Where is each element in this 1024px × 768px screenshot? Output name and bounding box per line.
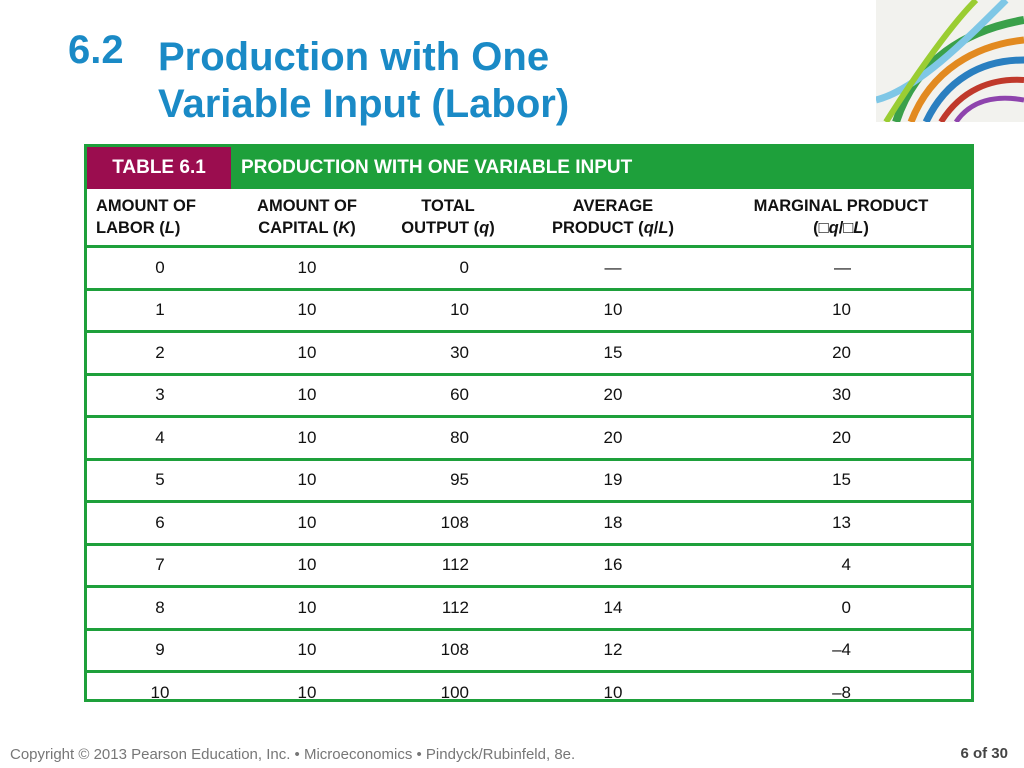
table-row: 7 10 112 16 4 [87, 546, 971, 588]
cell-labor: 4 [155, 427, 165, 447]
cell-average: 20 [603, 427, 623, 447]
cell-marginal: –8 [832, 682, 851, 702]
table-row: 5 10 95 19 15 [87, 461, 971, 503]
cell-output: 112 [441, 597, 469, 617]
table-row: 0 10 0 — — [87, 248, 971, 291]
table-row: 9 10 108 12 –4 [87, 631, 971, 673]
production-table: TABLE 6.1 PRODUCTION WITH ONE VARIABLE I… [84, 144, 974, 702]
cell-labor: 0 [155, 257, 165, 277]
decorative-cables-image [876, 0, 1024, 122]
cell-capital: 10 [297, 640, 317, 660]
cell-capital: 10 [297, 555, 317, 575]
table-header-bar: TABLE 6.1 PRODUCTION WITH ONE VARIABLE I… [87, 147, 971, 189]
cell-output: 60 [450, 385, 469, 405]
cell-average: 18 [603, 512, 623, 532]
cell-capital: 10 [297, 300, 317, 320]
cell-labor: 1 [155, 300, 165, 320]
cell-marginal: 4 [841, 555, 851, 575]
cell-labor: 7 [155, 555, 165, 575]
cell-labor: 9 [155, 640, 165, 660]
cell-output: 100 [440, 682, 469, 702]
section-number: 6.2 [68, 28, 124, 72]
cell-output: 80 [450, 427, 469, 447]
table-row: 4 10 80 20 20 [87, 418, 971, 461]
cell-marginal: 20 [832, 342, 851, 362]
column-headers: AMOUNT OF LABOR (L) AMOUNT OF CAPITAL (K) … [87, 189, 971, 248]
table-row: 10 10 100 10 –8 [87, 673, 971, 713]
cell-capital: 10 [297, 427, 317, 447]
cell-average: — [604, 257, 622, 277]
cell-marginal: 30 [832, 385, 851, 405]
table-row: 2 10 30 15 20 [87, 333, 971, 376]
cell-labor: 6 [155, 512, 165, 532]
cell-marginal: 15 [832, 470, 851, 490]
cell-average: 10 [603, 682, 623, 702]
table-row: 6 10 108 18 13 [87, 503, 971, 546]
cell-capital: 10 [297, 257, 317, 277]
cell-marginal: 13 [832, 512, 851, 532]
cell-labor: 2 [155, 342, 165, 362]
cell-marginal: 0 [841, 597, 851, 617]
cell-output: 10 [450, 300, 469, 320]
slide-title-line-1: Production with One [158, 35, 550, 79]
cell-average: 12 [603, 640, 623, 660]
cell-marginal: 10 [832, 300, 851, 320]
cell-average: 19 [603, 470, 623, 490]
cell-marginal: 20 [832, 427, 851, 447]
cell-average: 10 [603, 300, 623, 320]
cell-marginal: — [834, 257, 851, 277]
col-header-average: AVERAGE PRODUCT (q/L) [552, 197, 674, 237]
cell-output: 112 [441, 555, 469, 575]
cell-average: 16 [603, 555, 623, 575]
cell-capital: 10 [297, 385, 317, 405]
cell-output: 30 [450, 342, 469, 362]
cell-output: 108 [440, 512, 469, 532]
cell-average: 20 [603, 385, 623, 405]
cell-capital: 10 [297, 597, 317, 617]
cell-average: 15 [603, 342, 623, 362]
cell-labor: 3 [155, 385, 165, 405]
cell-capital: 10 [297, 470, 317, 490]
cell-labor: 8 [155, 597, 165, 617]
table-body: 0 10 0— — 1 10 10 10 10 2 10 30 15 20 3 10 60 20 30 4 10… [87, 248, 971, 713]
table-row: 8 10 112 14 0 [87, 588, 971, 631]
col-header-marginal: MARGINAL PRODUCT (□q/□L) [753, 197, 929, 237]
col-header-capital: AMOUNT OF CAPITAL (K) [257, 197, 357, 237]
table-row: 3 10 60 20 30 [87, 376, 971, 418]
table-tag: TABLE 6.1 [87, 147, 231, 189]
cell-output: 0 [459, 257, 469, 277]
cell-labor: 5 [155, 470, 165, 490]
cell-capital: 10 [297, 342, 317, 362]
cell-average: 14 [603, 597, 623, 617]
page-number: 6 of 30 [960, 745, 1008, 762]
copyright-footer: Copyright © 2013 Pearson Education, Inc.… [10, 746, 576, 763]
cell-capital: 10 [297, 682, 317, 702]
cell-output: 108 [440, 640, 469, 660]
col-header-output: TOTAL OUTPUT (q) [401, 197, 495, 237]
table-row: 1 10 10 10 10 [87, 291, 971, 333]
slide-title-line-2: Variable Input (Labor) [158, 82, 570, 126]
cell-capital: 10 [297, 512, 317, 532]
table-caption: PRODUCTION WITH ONE VARIABLE INPUT [241, 157, 633, 178]
cell-labor: 10 [150, 682, 170, 702]
col-header-labor: AMOUNT OF LABOR (L) [96, 197, 196, 237]
slide-title: Production with One Variable Input (Labo… [158, 34, 569, 128]
cell-marginal: –4 [832, 640, 851, 660]
cell-output: 95 [450, 470, 469, 490]
